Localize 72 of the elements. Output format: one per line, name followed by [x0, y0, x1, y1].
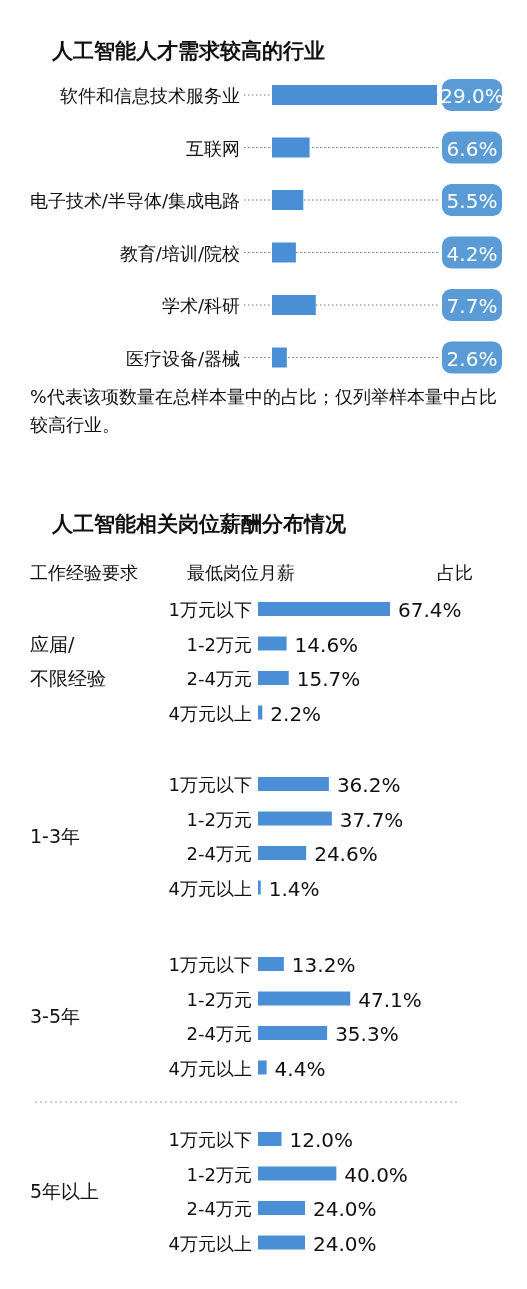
- y-axis-title: 应届/不限经验: [30, 632, 106, 689]
- y-tick-label: 电子技术/半导体/集成电路: [29, 190, 240, 211]
- y-tick-label: 4万元以上: [168, 1232, 252, 1254]
- y-tick-label: 1-2万元: [186, 633, 252, 655]
- y-tick-label: 1-2万元: [186, 808, 252, 830]
- y-tick-label: 4万元以上: [168, 702, 252, 724]
- bar: [272, 295, 316, 315]
- data-label: 15.7%: [296, 667, 361, 691]
- bar: [258, 957, 284, 971]
- data-label: 24.0%: [313, 1197, 377, 1221]
- data-label: 7.7%: [446, 294, 498, 318]
- y-tick-label: 互联网: [186, 137, 240, 159]
- data-label: 14.6%: [294, 632, 359, 657]
- bar: [258, 991, 351, 1006]
- text: 工作经验要求: [30, 562, 138, 583]
- chart-title: 人工智能相关岗位薪酬分布情况: [51, 512, 347, 536]
- bar: [272, 190, 304, 210]
- y-tick-label: 教育/培训/院校: [119, 242, 240, 264]
- y-tick-label: 医疗设备/器械: [125, 347, 240, 369]
- bar: [272, 137, 310, 158]
- bar: [258, 602, 390, 616]
- data-label: 24.0%: [313, 1231, 377, 1256]
- y-axis-title: 3-5年: [30, 1004, 81, 1027]
- annotation: %代表该项数量在总样本量中的占比；仅列举样本量中占比较高行业。: [30, 387, 497, 435]
- y-axis-title: 5年以上: [30, 1179, 100, 1202]
- data-label: 67.4%: [398, 598, 462, 622]
- data-label: 35.3%: [335, 1022, 399, 1046]
- y-tick-label: 4万元以上: [168, 1057, 252, 1079]
- data-label: 4.4%: [274, 1056, 326, 1081]
- data-label: 2.2%: [270, 701, 322, 726]
- data-label: 4.2%: [446, 241, 498, 266]
- data-label: 47.1%: [358, 987, 422, 1012]
- y-tick-label: 2-4万元: [186, 1198, 252, 1219]
- bar: [272, 85, 437, 105]
- data-label: 6.6%: [446, 136, 498, 161]
- data-label: 40.0%: [344, 1162, 408, 1187]
- y-tick-label: 1万元以下: [168, 954, 252, 975]
- y-tick-label: 2-4万元: [186, 1023, 252, 1044]
- data-label: 13.2%: [291, 953, 356, 977]
- bar: [258, 811, 332, 826]
- chart-title: 人工智能人才需求较高的行业: [51, 39, 325, 63]
- bar: [272, 347, 287, 368]
- bar: [258, 1026, 328, 1040]
- y-tick-label: 1-2万元: [186, 988, 252, 1010]
- bar: [258, 705, 263, 720]
- data-label: 1.4%: [268, 876, 320, 901]
- text: 占比: [437, 562, 473, 583]
- data-label: 36.2%: [336, 773, 401, 797]
- y-tick-label: 1万元以下: [168, 774, 252, 795]
- bar: [272, 242, 296, 263]
- bar: [258, 846, 307, 860]
- data-label: 12.0%: [289, 1128, 354, 1152]
- y-tick-label: 软件和信息技术服务业: [60, 85, 240, 106]
- data-label: 24.6%: [314, 842, 378, 866]
- y-tick-label: 1万元以下: [168, 599, 252, 620]
- text: 最低岗位月薪: [187, 562, 295, 583]
- y-tick-label: 1-2万元: [186, 1163, 252, 1185]
- bar: [258, 671, 289, 685]
- y-tick-label: 2-4万元: [186, 668, 252, 689]
- data-label: 5.5%: [446, 189, 498, 213]
- bar: [258, 880, 261, 895]
- bar: [258, 636, 287, 651]
- data-label: 37.7%: [339, 807, 404, 832]
- data-label: 29.0%: [440, 84, 504, 108]
- bar: [258, 777, 329, 791]
- y-axis-title: 1-3年: [30, 824, 81, 847]
- y-tick-label: 2-4万元: [186, 843, 252, 864]
- y-tick-label: 1万元以下: [168, 1129, 252, 1150]
- y-tick-label: 4万元以上: [168, 877, 252, 899]
- bar: [258, 1060, 267, 1075]
- data-label: 2.6%: [446, 346, 498, 371]
- y-tick-label: 学术/科研: [161, 295, 240, 316]
